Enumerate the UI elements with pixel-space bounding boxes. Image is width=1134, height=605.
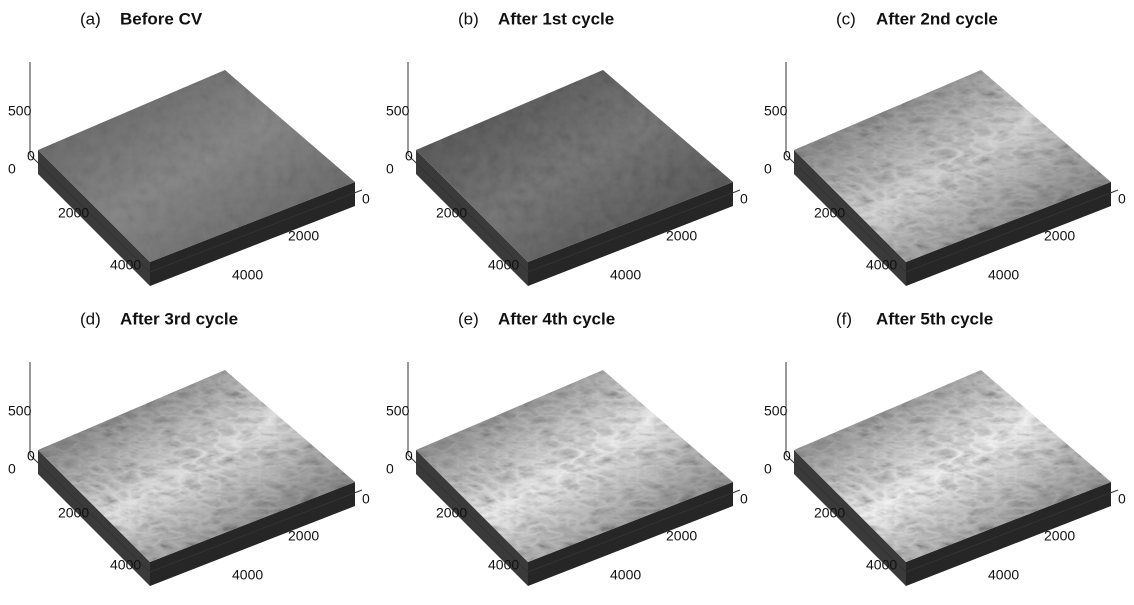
panel-label: (c): [836, 9, 856, 28]
panel-title: After 4th cycle: [498, 309, 615, 328]
right-tick-label: 2000: [666, 528, 697, 544]
left-tick-label: 2000: [58, 505, 89, 521]
z-tick-label: 500: [764, 403, 788, 419]
left-tick-label: 0: [764, 161, 772, 177]
left-tick-label: 4000: [110, 557, 141, 573]
panel-title: After 2nd cycle: [876, 9, 998, 28]
panel-label: (d): [80, 309, 101, 328]
z-tick-label: 500: [764, 103, 788, 119]
left-tick-label: 0: [764, 461, 772, 477]
right-tick-label: 2000: [288, 228, 319, 244]
panel-title: After 3rd cycle: [120, 309, 238, 328]
left-tick-label: 2000: [436, 205, 467, 221]
right-tick-label: 2000: [288, 528, 319, 544]
right-tick-label: 4000: [610, 567, 641, 583]
right-tick-label: 4000: [232, 567, 263, 583]
z-tick-label: 0: [405, 148, 413, 164]
z-tick-label: 0: [783, 448, 791, 464]
left-tick-label: 2000: [814, 205, 845, 221]
right-tick-label: 0: [362, 491, 370, 507]
left-tick-label: 4000: [488, 557, 519, 573]
left-tick-label: 4000: [866, 557, 897, 573]
panel-title: After 5th cycle: [876, 309, 993, 328]
left-tick-label: 4000: [488, 257, 519, 273]
right-tick-label: 0: [1118, 491, 1126, 507]
z-tick-label: 0: [405, 448, 413, 464]
panel-label: (f): [836, 309, 852, 328]
z-tick-label: 500: [8, 403, 32, 419]
left-tick-label: 2000: [58, 205, 89, 221]
left-tick-label: 0: [8, 161, 16, 177]
left-tick-label: 2000: [814, 505, 845, 521]
panel-title: After 1st cycle: [498, 9, 614, 28]
left-tick-label: 4000: [866, 257, 897, 273]
right-tick-label: 4000: [988, 567, 1019, 583]
left-tick-label: 0: [386, 461, 394, 477]
z-tick-label: 0: [27, 148, 35, 164]
left-tick-label: 4000: [110, 257, 141, 273]
right-tick-label: 2000: [1044, 528, 1075, 544]
right-tick-label: 0: [740, 191, 748, 207]
z-tick-label: 500: [386, 103, 410, 119]
figure: (a)Before CV5000020004000020004000(b)Aft…: [0, 0, 1134, 600]
left-tick-label: 2000: [436, 505, 467, 521]
left-tick-label: 0: [386, 161, 394, 177]
z-tick-label: 500: [386, 403, 410, 419]
panel-label: (a): [80, 9, 101, 28]
z-tick-label: 500: [8, 103, 32, 119]
right-tick-label: 2000: [666, 228, 697, 244]
right-tick-label: 0: [362, 191, 370, 207]
panel-label: (e): [458, 309, 479, 328]
right-tick-label: 2000: [1044, 228, 1075, 244]
right-tick-label: 4000: [232, 267, 263, 283]
z-tick-label: 0: [27, 448, 35, 464]
left-tick-label: 0: [8, 461, 16, 477]
z-tick-label: 0: [783, 148, 791, 164]
right-tick-label: 4000: [610, 267, 641, 283]
right-tick-label: 0: [1118, 191, 1126, 207]
panel-label: (b): [458, 9, 479, 28]
right-tick-label: 0: [740, 491, 748, 507]
panel-title: Before CV: [120, 9, 203, 28]
right-tick-label: 4000: [988, 267, 1019, 283]
